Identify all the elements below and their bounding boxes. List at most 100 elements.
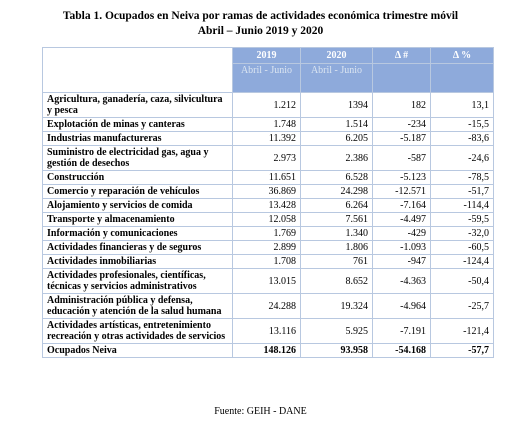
number-cell: -78,5 bbox=[430, 170, 494, 185]
table-row: Actividades financieras y de seguros 2.89… bbox=[42, 240, 494, 255]
table-row: Explotación de minas y canteras 1.748 1.51… bbox=[42, 117, 494, 132]
label-cell: Suministro de electricidad gas, agua y g… bbox=[42, 145, 233, 171]
number-cell: -4.497 bbox=[372, 212, 431, 227]
number-cell: -60,5 bbox=[430, 240, 494, 255]
number-cell: -83,6 bbox=[430, 131, 494, 146]
label-cell: Actividades artísticas, entretenimiento … bbox=[42, 318, 233, 344]
number-cell: -114,4 bbox=[430, 198, 494, 213]
number-cell: 1.769 bbox=[232, 226, 301, 241]
title: Tabla 1. Ocupados en Neiva por ramas de … bbox=[62, 10, 459, 22]
table-row: Construcción 11.651 6.528 -5.123 -78,5 bbox=[42, 170, 494, 185]
number-cell: 36.869 bbox=[232, 184, 301, 199]
number-cell: 1.708 bbox=[232, 254, 301, 269]
number-cell: 24.288 bbox=[232, 293, 301, 319]
number-cell: 6.264 bbox=[300, 198, 373, 213]
number-cell: -1.093 bbox=[372, 240, 431, 255]
table-row: Suministro de electricidad gas, agua y g… bbox=[42, 145, 494, 171]
label-cell: Construcción bbox=[42, 170, 233, 185]
number-cell: 148.126 bbox=[232, 343, 301, 358]
number-cell: 6.205 bbox=[300, 131, 373, 146]
number-cell: -4.964 bbox=[372, 293, 431, 319]
number-cell: 11.392 bbox=[232, 131, 301, 146]
number-cell: 1394 bbox=[300, 92, 373, 118]
label-cell: Transporte y almacenamiento bbox=[42, 212, 233, 227]
number-cell: -7.191 bbox=[372, 318, 431, 344]
number-cell: 19.324 bbox=[300, 293, 373, 319]
number-cell: 6.528 bbox=[300, 170, 373, 185]
subtitle: Abril – Junio 2019 y 2020 bbox=[197, 25, 324, 37]
number-cell: -234 bbox=[372, 117, 431, 132]
number-cell: -947 bbox=[372, 254, 431, 269]
number-cell: -429 bbox=[372, 226, 431, 241]
number-cell: -15,5 bbox=[430, 117, 494, 132]
data-table: 2019 2020 Δ # Δ % Abril - Junio Abril - … bbox=[42, 47, 494, 358]
number-cell: -54.168 bbox=[372, 343, 431, 358]
number-cell: -24,6 bbox=[430, 145, 494, 171]
number-cell: 2.973 bbox=[232, 145, 301, 171]
table-row: Industrias manufactureras 11.392 6.205 -5.1… bbox=[42, 131, 494, 146]
label-cell: Actividades financieras y de seguros bbox=[42, 240, 233, 255]
number-cell: -12.571 bbox=[372, 184, 431, 199]
number-cell: 1.340 bbox=[300, 226, 373, 241]
header-cell: Δ # bbox=[372, 47, 431, 64]
number-cell: 2.899 bbox=[232, 240, 301, 255]
number-cell: 13.015 bbox=[232, 268, 301, 294]
subheader-row: Abril - Junio Abril - Junio bbox=[43, 63, 494, 93]
number-cell: -121,4 bbox=[430, 318, 494, 344]
number-cell: 5.925 bbox=[300, 318, 373, 344]
number-cell: -51,7 bbox=[430, 184, 494, 199]
number-cell: 1.212 bbox=[232, 92, 301, 118]
number-cell: 12.058 bbox=[232, 212, 301, 227]
label-cell: Información y comunicaciones bbox=[42, 226, 233, 241]
subheader-blank bbox=[430, 63, 494, 93]
label-cell: Industrias manufactureras bbox=[42, 131, 233, 146]
table-row: Alojamiento y servicios de comida 13.428 6… bbox=[42, 198, 494, 213]
number-cell: 1.806 bbox=[300, 240, 373, 255]
number-cell: -5.187 bbox=[372, 131, 431, 146]
label-cell: Agricultura, ganadería, caza, silvicultu… bbox=[42, 92, 233, 118]
number-cell: 13,1 bbox=[430, 92, 494, 118]
number-cell: 24.298 bbox=[300, 184, 373, 199]
header-row: 2019 2020 Δ # Δ % bbox=[42, 47, 494, 93]
number-cell: -124,4 bbox=[430, 254, 494, 269]
number-cell: -25,7 bbox=[430, 293, 494, 319]
header-cell: Δ % bbox=[430, 47, 494, 64]
label-cell: Administración pública y defensa, educac… bbox=[42, 293, 233, 319]
number-cell: -59,5 bbox=[430, 212, 494, 227]
number-cell: 8.652 bbox=[300, 268, 373, 294]
number-cell: 1.514 bbox=[300, 117, 373, 132]
header-cell: 2020 bbox=[300, 47, 373, 64]
subheader-blank bbox=[372, 63, 431, 93]
number-cell: 7.561 bbox=[300, 212, 373, 227]
table-body: Agricultura, ganadería, caza, silvicultu… bbox=[42, 92, 494, 358]
source: Fuente: GEIH - DANE bbox=[214, 406, 307, 417]
table-row: Actividades profesionales, científicas, … bbox=[42, 268, 494, 294]
number-cell: -5.123 bbox=[372, 170, 431, 185]
number-cell: 761 bbox=[300, 254, 373, 269]
number-cell: 182 bbox=[372, 92, 431, 118]
table-row: Transporte y almacenamiento 12.058 7.561 -4… bbox=[42, 212, 494, 227]
table-row: Comercio y reparación de vehículos 36.869… bbox=[42, 184, 494, 199]
number-cell: -587 bbox=[372, 145, 431, 171]
table-row: Actividades inmobiliarias 1.708 761 -947 -12… bbox=[42, 254, 494, 269]
header-blank bbox=[42, 47, 233, 93]
number-cell: 93.958 bbox=[300, 343, 373, 358]
header-cell: 2019 bbox=[232, 47, 301, 64]
label-cell: Explotación de minas y canteras bbox=[42, 117, 233, 132]
number-cell: 1.748 bbox=[232, 117, 301, 132]
number-cell: 13.116 bbox=[232, 318, 301, 344]
label-cell: Actividades inmobiliarias bbox=[42, 254, 233, 269]
table-row: Información y comunicaciones 1.769 1.340 -4… bbox=[42, 226, 494, 241]
number-cell: -50,4 bbox=[430, 268, 494, 294]
label-cell: Comercio y reparación de vehículos bbox=[42, 184, 233, 199]
label-cell: Alojamiento y servicios de comida bbox=[42, 198, 233, 213]
number-cell: -7.164 bbox=[372, 198, 431, 213]
number-cell: -32,0 bbox=[430, 226, 494, 241]
number-cell: 11.651 bbox=[232, 170, 301, 185]
number-cell: 2.386 bbox=[300, 145, 373, 171]
table-row: Ocupados Neiva 148.126 93.958 -54.168 -57,7 bbox=[42, 343, 494, 358]
subheader-cell: Abril - Junio bbox=[232, 63, 301, 93]
label-cell: Ocupados Neiva bbox=[42, 343, 233, 358]
table-row: Administración pública y defensa, educac… bbox=[42, 293, 494, 319]
